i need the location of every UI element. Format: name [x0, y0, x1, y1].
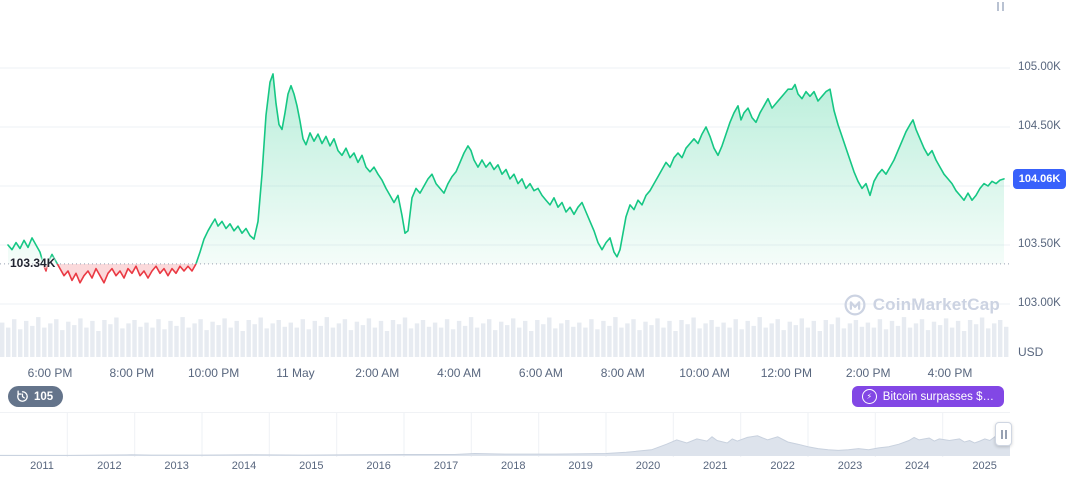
- x-axis-label: 2:00 PM: [845, 366, 891, 380]
- x-axis-label: 8:00 PM: [109, 366, 155, 380]
- event-badge-label: Bitcoin surpasses $…: [882, 390, 994, 403]
- y-axis-label: 104.50K: [1018, 120, 1061, 132]
- navigator-area: [0, 425, 1010, 456]
- price-chart-svg[interactable]: [0, 0, 1010, 360]
- watermark-text: CoinMarketCap: [872, 295, 1000, 314]
- year-label: 2025: [972, 460, 997, 472]
- x-axis-label: 12:00 PM: [760, 366, 813, 380]
- events-count-badge[interactable]: 105: [8, 386, 64, 407]
- y-axis-label: 105.00K: [1018, 61, 1061, 73]
- x-axis-label: 2:00 AM: [355, 366, 400, 380]
- year-label: 2011: [30, 460, 54, 472]
- price-area-down: [42, 263, 197, 284]
- year-label: 2021: [703, 460, 728, 472]
- event-badge[interactable]: ⚡ Bitcoin surpasses $…: [851, 386, 1004, 407]
- year-label: 2023: [837, 460, 863, 472]
- price-area-up: [7, 73, 1005, 264]
- year-label: 2017: [433, 460, 459, 472]
- year-label: 2022: [770, 460, 795, 472]
- x-axis-label: 10:00 PM: [187, 366, 240, 380]
- year-label: 2020: [635, 460, 661, 472]
- navigator-chart-svg[interactable]: [0, 413, 1011, 457]
- x-axis: 6:00 PM 8:00 PM 10:00 PM 11 May 2:00 AM 4:00 …: [0, 359, 1010, 384]
- main-price-chart[interactable]: 103.34K CoinMarketCap: [0, 0, 1010, 360]
- navigator-drag-handle[interactable]: [995, 422, 1012, 446]
- lightning-icon: ⚡: [861, 389, 877, 404]
- baseline-price-label: 103.34K: [10, 255, 56, 270]
- x-axis-label: 4:00 AM: [437, 366, 482, 380]
- coinmarketcap-watermark: CoinMarketCap: [843, 293, 1000, 317]
- year-label: 2015: [299, 460, 324, 472]
- x-axis-label: 8:00 AM: [600, 366, 645, 380]
- year-label: 2024: [905, 460, 930, 472]
- history-clock-icon: [16, 390, 29, 403]
- year-label: 2013: [164, 460, 189, 472]
- y-axis-label: 103.50K: [1018, 238, 1061, 250]
- currency-label: USD: [1018, 345, 1044, 359]
- year-label: 2014: [231, 460, 257, 472]
- year-label: 2012: [97, 460, 122, 472]
- current-price-badge: 104.06K: [1013, 168, 1066, 189]
- badges-row: 105 ⚡ Bitcoin surpasses $…: [0, 384, 1010, 410]
- year-axis: 2011 2012 2013 2014 2015 2016 2017 2018 2019 2020…: [0, 456, 1010, 477]
- events-count-label: 105: [34, 390, 54, 403]
- year-label: 2016: [366, 460, 391, 472]
- scrollbar-handle-top[interactable]: [997, 2, 1004, 11]
- year-label: 2019: [568, 460, 593, 472]
- x-axis-label: 6:00 AM: [518, 366, 563, 380]
- y-axis-label: 103.00K: [1018, 297, 1061, 309]
- x-axis-label: 6:00 PM: [27, 366, 73, 380]
- volume-bars: [0, 317, 1009, 357]
- x-axis-label: 10:00 AM: [679, 366, 730, 380]
- year-label: 2018: [501, 460, 526, 472]
- coinmarketcap-logo-icon: [843, 293, 867, 317]
- timeline-navigator[interactable]: [0, 412, 1012, 457]
- y-axis: 104.06K USD 105.00K 104.50K 103.50K 103.00K: [1010, 0, 1072, 360]
- x-axis-label: 4:00 PM: [927, 366, 973, 380]
- x-axis-label: 11 May: [276, 366, 315, 380]
